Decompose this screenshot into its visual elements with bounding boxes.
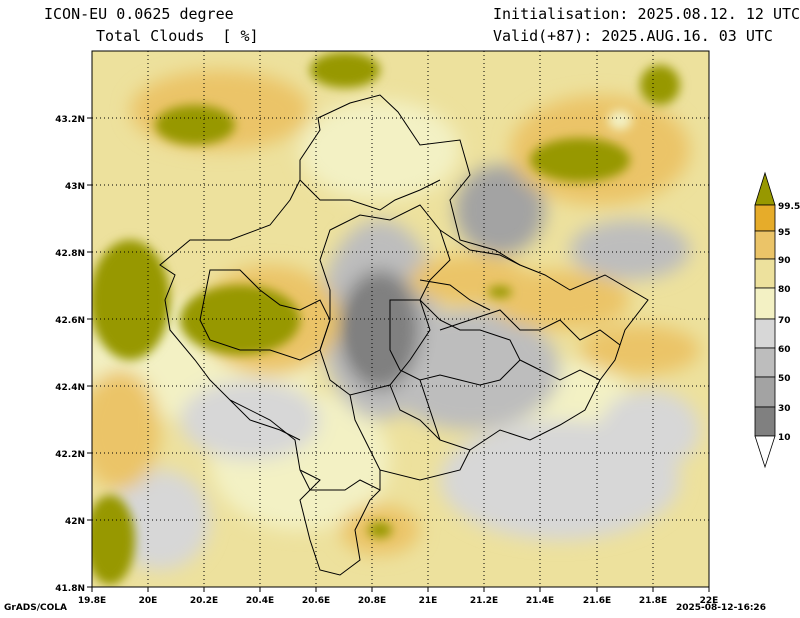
colorbar-segment bbox=[754, 347, 776, 378]
colorbar-segment bbox=[754, 318, 776, 349]
lon-label: 21.6E bbox=[583, 596, 611, 606]
colorbar bbox=[754, 171, 776, 469]
colorbar-segment bbox=[754, 376, 776, 408]
colorbar-label: 30 bbox=[778, 404, 791, 414]
colorbar-top-triangle bbox=[754, 171, 776, 206]
colorbar-segment bbox=[754, 287, 776, 320]
lon-label: 22E bbox=[700, 596, 719, 606]
init-time: Initialisation: 2025.08.12. 12 UTC bbox=[493, 5, 800, 23]
lon-label: 21.2E bbox=[470, 596, 498, 606]
lon-label: 20.6E bbox=[302, 596, 330, 606]
colorbar-segment bbox=[754, 230, 776, 260]
lat-label: 42.2N bbox=[55, 450, 85, 460]
lon-label: 21.4E bbox=[526, 596, 554, 606]
axis-ticks bbox=[87, 117, 710, 592]
colorbar-label: 90 bbox=[778, 256, 791, 266]
lat-label: 43.2N bbox=[55, 115, 85, 125]
colorbar-label: 99.5 bbox=[778, 202, 800, 212]
lon-labels: 19.8E 20E 20.2E 20.4E 20.6E 20.8E 21E 21… bbox=[78, 596, 719, 606]
valid-time: Valid(+87): 2025.AUG.16. 03 UTC bbox=[493, 27, 773, 45]
lat-label: 42N bbox=[65, 517, 85, 527]
footer-timestamp: 2025-08-12-16:26 bbox=[676, 603, 766, 613]
colorbar-segment bbox=[754, 258, 776, 289]
lat-label: 42.8N bbox=[55, 249, 85, 259]
lon-label: 21.8E bbox=[639, 596, 667, 606]
lon-label: 21E bbox=[419, 596, 438, 606]
colorbar-label: 95 bbox=[778, 228, 791, 238]
model-title: ICON-EU 0.0625 degree bbox=[44, 5, 234, 23]
lon-label: 20E bbox=[139, 596, 158, 606]
lon-label: 19.8E bbox=[78, 596, 106, 606]
colorbar-label: 80 bbox=[778, 285, 791, 295]
lat-label: 41.8N bbox=[55, 584, 85, 594]
colorbar-segment bbox=[754, 204, 776, 232]
lon-label: 20.2E bbox=[190, 596, 218, 606]
colorbar-label: 10 bbox=[778, 433, 791, 443]
grid bbox=[92, 51, 709, 587]
lon-label: 20.8E bbox=[358, 596, 386, 606]
cloud-field bbox=[92, 51, 709, 587]
colorbar-label: 70 bbox=[778, 316, 791, 326]
lat-label: 42.4N bbox=[55, 383, 85, 393]
colorbar-label: 60 bbox=[778, 345, 791, 355]
colorbar-labels: 99.5 95 90 80 70 60 50 30 10 bbox=[778, 202, 800, 443]
lat-label: 42.6N bbox=[55, 316, 85, 326]
footer-credit: GrADS/COLA bbox=[4, 603, 67, 613]
lat-labels: 41.8N 42N 42.2N 42.4N 42.6N 42.8N 43N 43… bbox=[55, 115, 85, 594]
colorbar-label: 50 bbox=[778, 374, 791, 384]
lat-label: 43N bbox=[65, 182, 85, 192]
variable-title: Total Clouds [ %] bbox=[96, 27, 259, 45]
lon-label: 20.4E bbox=[246, 596, 274, 606]
colorbar-segment bbox=[754, 406, 776, 437]
colorbar-bottom-triangle bbox=[754, 435, 776, 469]
